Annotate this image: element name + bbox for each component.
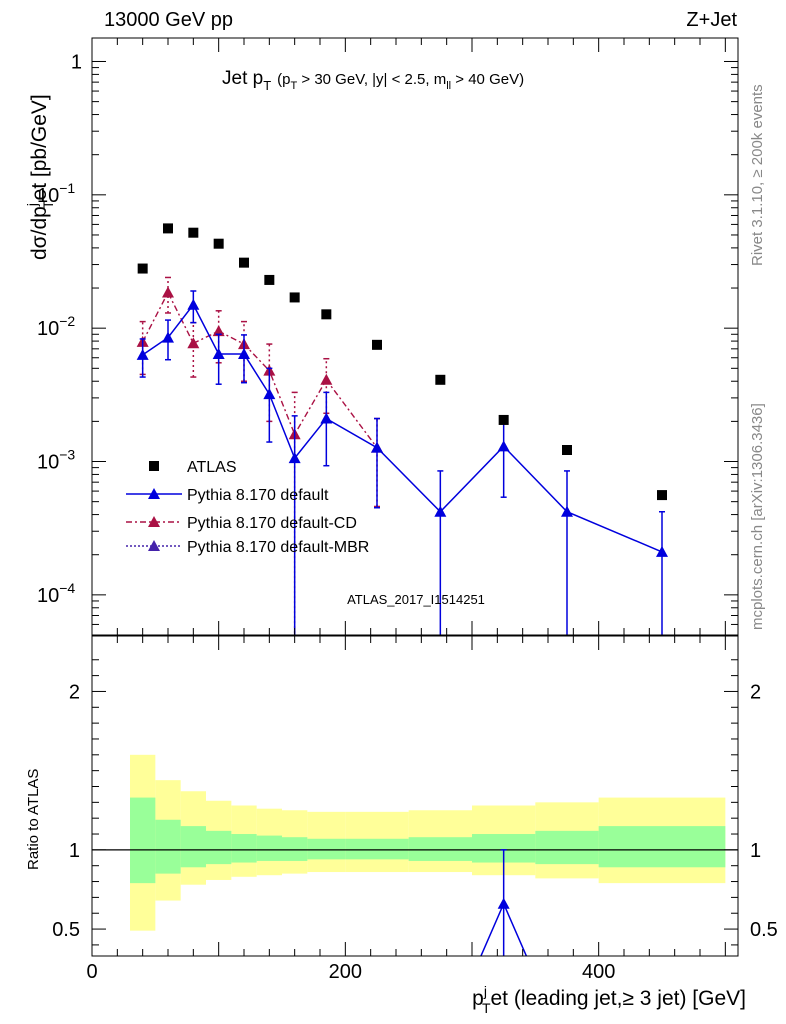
legend-label: Pythia 8.170 default-CD: [187, 515, 357, 532]
ratio-y-tick-label: 1: [69, 840, 80, 862]
band-inner-bin: [535, 830, 599, 865]
legend-label: ATLAS: [187, 459, 237, 476]
atlas-data-point: [289, 292, 300, 303]
default-point: [136, 348, 149, 360]
ratio-y-tick-label-right: 0.5: [750, 919, 778, 941]
main-series-layer: [136, 223, 668, 635]
atlas-data-point: [264, 274, 275, 285]
bottom-panel-frame: [91, 635, 739, 957]
cd-point: [162, 286, 174, 298]
legend-marker: [148, 540, 160, 551]
atlas-data-point: [163, 223, 173, 234]
atlas-data-point: [213, 238, 224, 249]
y-tick-label: 1: [71, 51, 82, 73]
band-inner-bin: [307, 838, 346, 860]
atlas-data-point: [239, 257, 249, 268]
ratio-default-point: [497, 897, 510, 909]
ratio-y-tick-label-right: 1: [750, 840, 761, 862]
legend-marker: [148, 516, 160, 527]
top-panel-frame: [91, 37, 739, 636]
atlas-data-point: [372, 339, 382, 350]
default-point: [212, 348, 225, 360]
default-point: [238, 348, 250, 360]
atlas-data-point: [657, 490, 667, 501]
top-y-axis-label: dσ/dpjTet [pb/GeV]: [24, 94, 56, 260]
bottom-y-axis-label: Ratio to ATLAS: [25, 769, 42, 870]
cd-point: [320, 373, 333, 385]
y-tick-label: 10−1: [37, 180, 75, 207]
cd-series-line: [142, 290, 378, 449]
atlas-data-point: [498, 414, 509, 425]
atlas-data-point: [435, 374, 446, 385]
default-point: [187, 298, 200, 310]
atlas-data-point: [188, 227, 199, 238]
y-tick-label: 10−3: [37, 447, 75, 474]
ratio-y-tick-label: 2: [69, 681, 80, 703]
band-inner-bin: [155, 819, 181, 874]
ratio-y-tick-label: 0.5: [52, 919, 80, 941]
legend-label: Pythia 8.170 default-MBR: [187, 539, 369, 556]
x-tick-label: 200: [329, 961, 362, 983]
band-inner-bin: [130, 797, 156, 884]
plot-title: Jet pT (pT > 30 GeV, |y| < 2.5, mll > 40 …: [222, 68, 524, 93]
default-point: [434, 505, 447, 517]
band-inner-bin: [256, 835, 282, 861]
ratio-series-layer: [480, 849, 528, 956]
x-tick-label: 0: [86, 961, 97, 983]
legend-atlas-marker: [149, 461, 159, 471]
default-point: [320, 412, 333, 424]
axis-ticks: 10−4 10−3 10−2 10−1 1 0 200 400 0.5 0.5 1 1 2 2: [37, 38, 778, 983]
band-inner-bin: [408, 837, 472, 861]
band-inner-bin: [206, 830, 232, 865]
default-point: [371, 441, 383, 453]
band-inner-bin: [231, 834, 257, 863]
ratio-uncertainty-bands: [92, 754, 738, 931]
atlas-data-point: [137, 263, 148, 274]
y-tick-label: 10−2: [37, 313, 75, 340]
atlas-data-point: [321, 309, 332, 320]
legend-marker: [148, 488, 160, 499]
band-inner-bin: [598, 826, 726, 868]
energy-label: 13000 GeV pp: [104, 9, 233, 31]
band-inner-bin: [282, 837, 308, 861]
cd-point: [212, 325, 225, 337]
ratio-y-tick-label-right: 2: [750, 681, 761, 703]
default-point: [162, 331, 174, 343]
default-point: [263, 388, 276, 400]
cd-point: [187, 337, 200, 349]
y-tick-label: 10−4: [37, 580, 75, 607]
band-inner-bin: [345, 838, 409, 860]
band-inner-bin: [180, 826, 206, 868]
x-tick-label: 400: [582, 961, 615, 983]
default-point: [561, 505, 573, 517]
rivet-version-label: Rivet 3.1.10, ≥ 200k events: [749, 84, 766, 266]
legend-label: Pythia 8.170 default: [187, 487, 329, 504]
x-axis-label: pj Tet (leading jet,≥ 3 jet) [GeV]: [472, 983, 746, 1016]
mcplots-reference-label: mcplots.cern.ch [arXiv:1306.3436]: [749, 403, 766, 630]
atlas-data-point: [562, 444, 572, 455]
legend: ATLAS Pythia 8.170 default Pythia 8.170 de…: [126, 459, 369, 556]
default-point: [656, 545, 668, 557]
default-point: [497, 440, 510, 452]
process-label: Z+Jet: [686, 9, 737, 31]
analysis-watermark: ATLAS_2017_I1514251: [347, 592, 485, 607]
default-point: [288, 452, 301, 464]
